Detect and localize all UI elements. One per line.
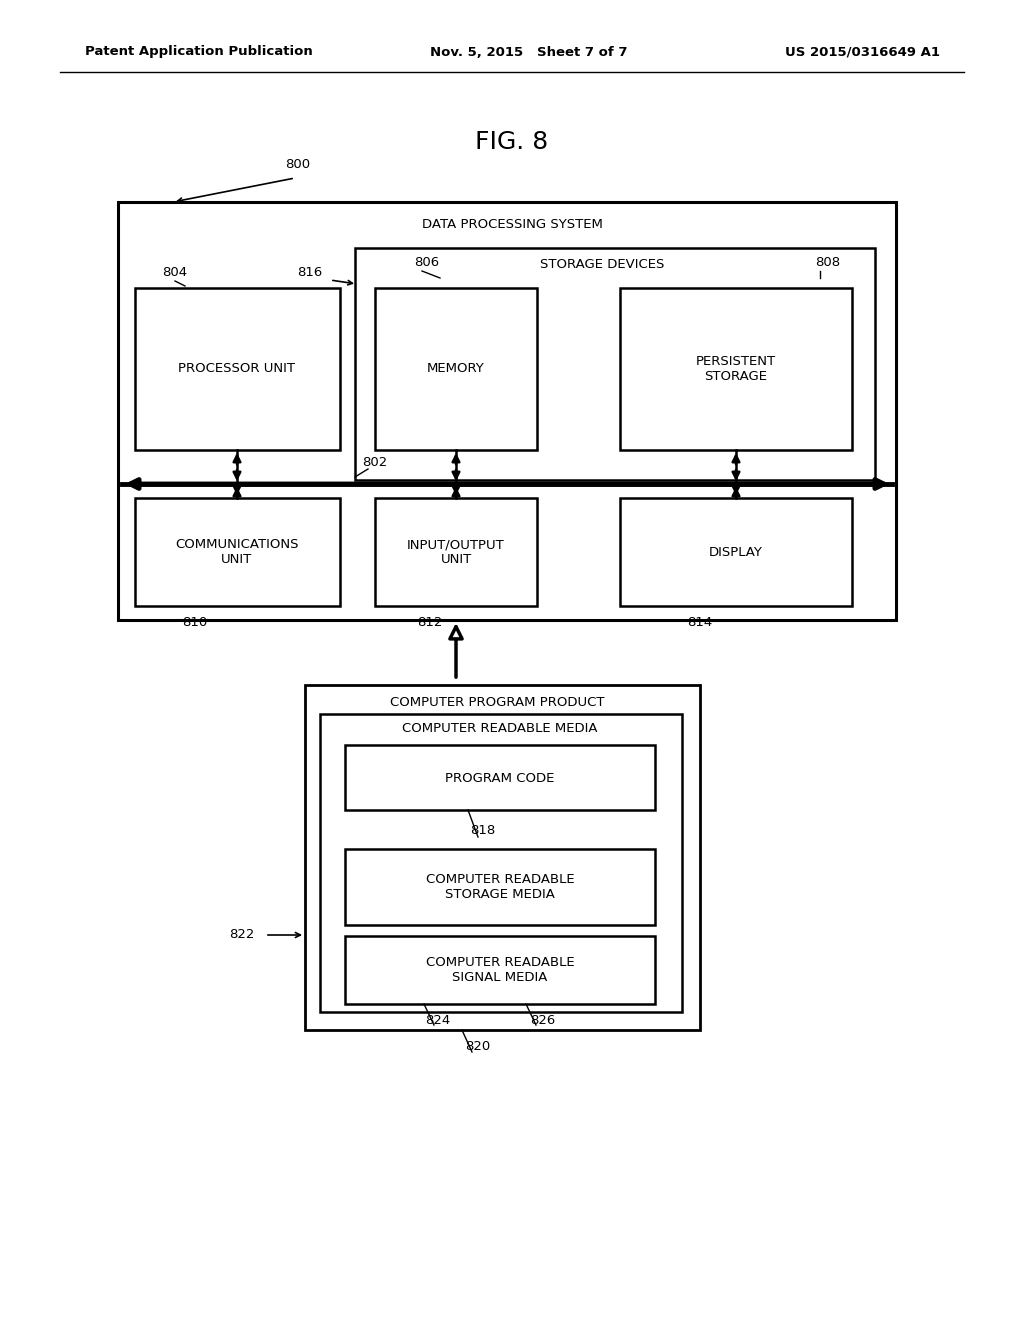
Bar	[135, 498, 340, 606]
Text: PERSISTENT
STORAGE: PERSISTENT STORAGE	[696, 355, 776, 383]
Text: 800: 800	[285, 158, 310, 172]
Text: Patent Application Publication: Patent Application Publication	[85, 45, 312, 58]
Text: 806: 806	[414, 256, 439, 268]
Text: COMMUNICATIONS
UNIT: COMMUNICATIONS UNIT	[175, 539, 299, 566]
Text: 826: 826	[530, 1014, 555, 1027]
Text: COMPUTER PROGRAM PRODUCT: COMPUTER PROGRAM PRODUCT	[390, 696, 604, 709]
Text: FIG. 8: FIG. 8	[475, 129, 549, 154]
Text: COMPUTER READABLE
SIGNAL MEDIA: COMPUTER READABLE SIGNAL MEDIA	[426, 956, 574, 983]
Text: 802: 802	[362, 455, 387, 469]
Bar	[620, 498, 852, 606]
Bar	[135, 288, 340, 450]
Text: MEMORY: MEMORY	[427, 363, 485, 375]
Text: 812: 812	[418, 616, 442, 630]
Bar	[375, 288, 537, 450]
Bar	[305, 685, 700, 1030]
Bar	[345, 849, 655, 925]
Text: 820: 820	[465, 1040, 490, 1052]
Text: 814: 814	[687, 616, 713, 630]
Text: 818: 818	[470, 824, 496, 837]
Text: 824: 824	[425, 1014, 451, 1027]
Text: US 2015/0316649 A1: US 2015/0316649 A1	[785, 45, 940, 58]
Bar	[118, 202, 896, 620]
Text: INPUT/OUTPUT
UNIT: INPUT/OUTPUT UNIT	[408, 539, 505, 566]
Text: 804: 804	[162, 265, 187, 279]
Text: 810: 810	[182, 616, 208, 630]
Text: COMPUTER READABLE MEDIA: COMPUTER READABLE MEDIA	[402, 722, 598, 734]
Text: STORAGE DEVICES: STORAGE DEVICES	[540, 259, 665, 272]
Bar	[375, 498, 537, 606]
Text: 808: 808	[815, 256, 840, 268]
Bar	[345, 936, 655, 1005]
Bar	[355, 248, 874, 480]
Bar	[620, 288, 852, 450]
Text: Nov. 5, 2015   Sheet 7 of 7: Nov. 5, 2015 Sheet 7 of 7	[430, 45, 628, 58]
Text: 822: 822	[229, 928, 255, 941]
Text: COMPUTER READABLE
STORAGE MEDIA: COMPUTER READABLE STORAGE MEDIA	[426, 873, 574, 902]
Text: 816: 816	[297, 265, 322, 279]
Text: DISPLAY: DISPLAY	[709, 545, 763, 558]
Text: PROCESSOR UNIT: PROCESSOR UNIT	[178, 363, 296, 375]
Bar	[319, 714, 682, 1012]
Bar	[345, 744, 655, 810]
Text: PROGRAM CODE: PROGRAM CODE	[445, 771, 555, 784]
Text: DATA PROCESSING SYSTEM: DATA PROCESSING SYSTEM	[422, 219, 602, 231]
